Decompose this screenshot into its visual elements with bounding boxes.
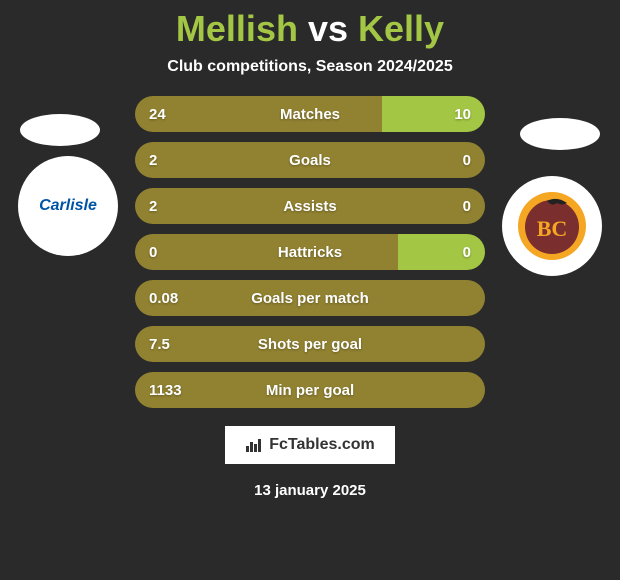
stat-value-right: 0: [449, 152, 485, 169]
stat-label: Goals per match: [251, 290, 369, 307]
player2-silhouette: [520, 118, 600, 150]
stat-label: Matches: [280, 106, 340, 123]
site-logo: FcTables.com: [225, 426, 395, 464]
player1-name: Mellish: [176, 8, 298, 49]
team-right-logo: BC: [502, 176, 602, 276]
stat-value-left: 24: [135, 106, 180, 123]
stat-value-left: 0.08: [135, 290, 192, 307]
stat-label: Assists: [283, 198, 336, 215]
stat-row: 1133 Min per goal: [135, 372, 485, 408]
stat-row: 24 Matches 10: [135, 96, 485, 132]
stat-row: 0.08 Goals per match: [135, 280, 485, 316]
player1-silhouette: [20, 114, 100, 146]
stat-value-right: 10: [440, 106, 485, 123]
svg-text:BC: BC: [537, 216, 568, 241]
vs-label: vs: [308, 8, 348, 49]
stat-value-left: 0: [135, 244, 171, 261]
stat-label: Shots per goal: [258, 336, 362, 353]
stat-row: 0 Hattricks 0: [135, 234, 485, 270]
team-left-logo: Carlisle: [18, 156, 118, 256]
stat-row: 2 Assists 0: [135, 188, 485, 224]
stat-value-right: 0: [449, 198, 485, 215]
site-logo-text: FcTables.com: [269, 436, 375, 454]
stat-value-left: 1133: [135, 382, 196, 399]
site-logo-icon: [245, 436, 263, 454]
stat-label: Goals: [289, 152, 331, 169]
stat-row: 2 Goals 0: [135, 142, 485, 178]
stat-value-right: 0: [449, 244, 485, 261]
stats-container: Carlisle BC 24 Matches 10 2 Goals 0 2 As…: [0, 96, 620, 408]
comparison-title: Mellish vs Kelly: [0, 0, 620, 50]
stat-row: 7.5 Shots per goal: [135, 326, 485, 362]
stat-label: Min per goal: [266, 382, 354, 399]
bc-logo-svg: BC: [517, 191, 587, 261]
player2-name: Kelly: [358, 8, 444, 49]
stat-value-left: 7.5: [135, 336, 184, 353]
footer-date: 13 january 2025: [0, 482, 620, 499]
stat-label: Hattricks: [278, 244, 342, 261]
stat-value-left: 2: [135, 198, 171, 215]
team-left-logo-text: Carlisle: [39, 197, 97, 215]
stat-value-left: 2: [135, 152, 171, 169]
subtitle: Club competitions, Season 2024/2025: [0, 58, 620, 76]
